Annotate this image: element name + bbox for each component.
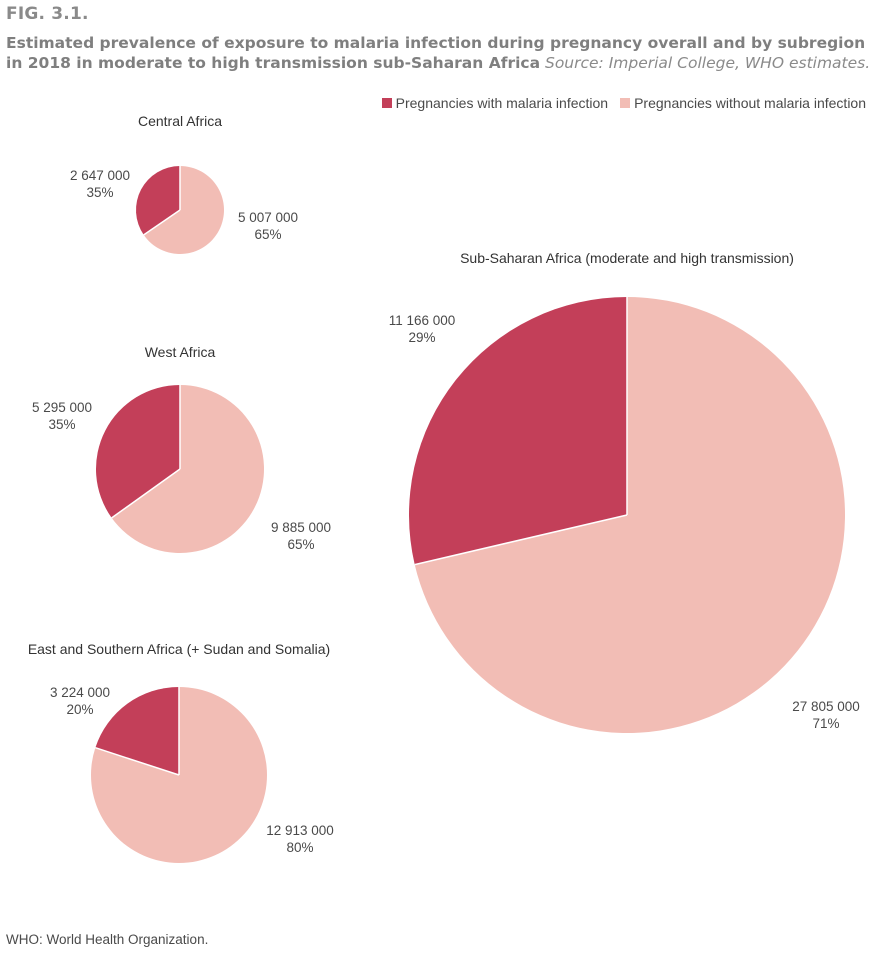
caption-source: Source: Imperial College, WHO estimates. (544, 54, 871, 72)
slice-divider (111, 468, 181, 519)
pie-title: Central Africa (138, 113, 222, 129)
footnote: WHO: World Health Organization. (6, 932, 209, 947)
percent-label-with-infection: 35% (86, 185, 113, 200)
pie-east-and-southern-africa-sudan-and-somalia: East and Southern Africa (+ Sudan and So… (28, 641, 334, 863)
percent-label-with-infection: 29% (408, 330, 435, 345)
percent-label-without-infection: 80% (286, 840, 313, 855)
value-label-without-infection: 12 913 000 (266, 823, 334, 838)
percent-label-without-infection: 65% (287, 537, 314, 552)
percent-label-with-infection: 35% (48, 417, 75, 432)
pie-title: Sub-Saharan Africa (moderate and high tr… (460, 250, 794, 266)
value-label-with-infection: 2 647 000 (70, 168, 130, 183)
chart-legend: Pregnancies with malaria infection Pregn… (370, 95, 866, 111)
value-label-with-infection: 3 224 000 (50, 685, 110, 700)
slice-with-infection (95, 687, 179, 775)
slice-with-infection (408, 297, 627, 565)
percent-label-without-infection: 65% (254, 227, 281, 242)
slice-divider (95, 746, 180, 776)
legend-swatch-without-infection (620, 98, 631, 108)
slice-without-infection (414, 297, 845, 734)
value-label-without-infection: 27 805 000 (792, 699, 860, 714)
pie-title: East and Southern Africa (+ Sudan and So… (28, 641, 330, 657)
pie-central-africa: Central Africa 2 647 000 35% 5 007 000 65% (70, 113, 298, 254)
pie-sub-saharan-africa-moderate-and-high-transmission: Sub-Saharan Africa (moderate and high tr… (389, 250, 860, 734)
pie-title: West Africa (145, 344, 216, 360)
caption-title: Estimated prevalence of exposure to mala… (6, 34, 866, 72)
slice-with-infection (96, 385, 180, 518)
value-label-with-infection: 5 295 000 (32, 400, 92, 415)
value-label-without-infection: 5 007 000 (238, 210, 298, 225)
legend-label-with-infection: Pregnancies with malaria infection (395, 95, 609, 111)
pie-west-africa: West Africa 5 295 000 35% 9 885 000 65% (32, 344, 331, 553)
slice-divider (143, 209, 181, 236)
legend-label-without-infection: Pregnancies without malaria infection (634, 95, 866, 111)
legend-item-with-infection: Pregnancies with malaria infection (381, 95, 609, 111)
percent-label-with-infection: 20% (66, 702, 93, 717)
slice-without-infection (143, 166, 224, 254)
value-label-with-infection: 11 166 000 (389, 313, 456, 328)
figure-caption: Estimated prevalence of exposure to mala… (6, 33, 882, 73)
slice-without-infection (111, 385, 264, 553)
legend-item-without-infection: Pregnancies without malaria infection (620, 95, 866, 111)
slice-divider (414, 514, 628, 566)
legend-swatch-with-infection (381, 98, 392, 108)
figure-label: FIG. 3.1. (6, 4, 89, 24)
percent-label-without-infection: 71% (812, 716, 839, 731)
slice-with-infection (135, 166, 180, 235)
value-label-without-infection: 9 885 000 (271, 520, 331, 535)
